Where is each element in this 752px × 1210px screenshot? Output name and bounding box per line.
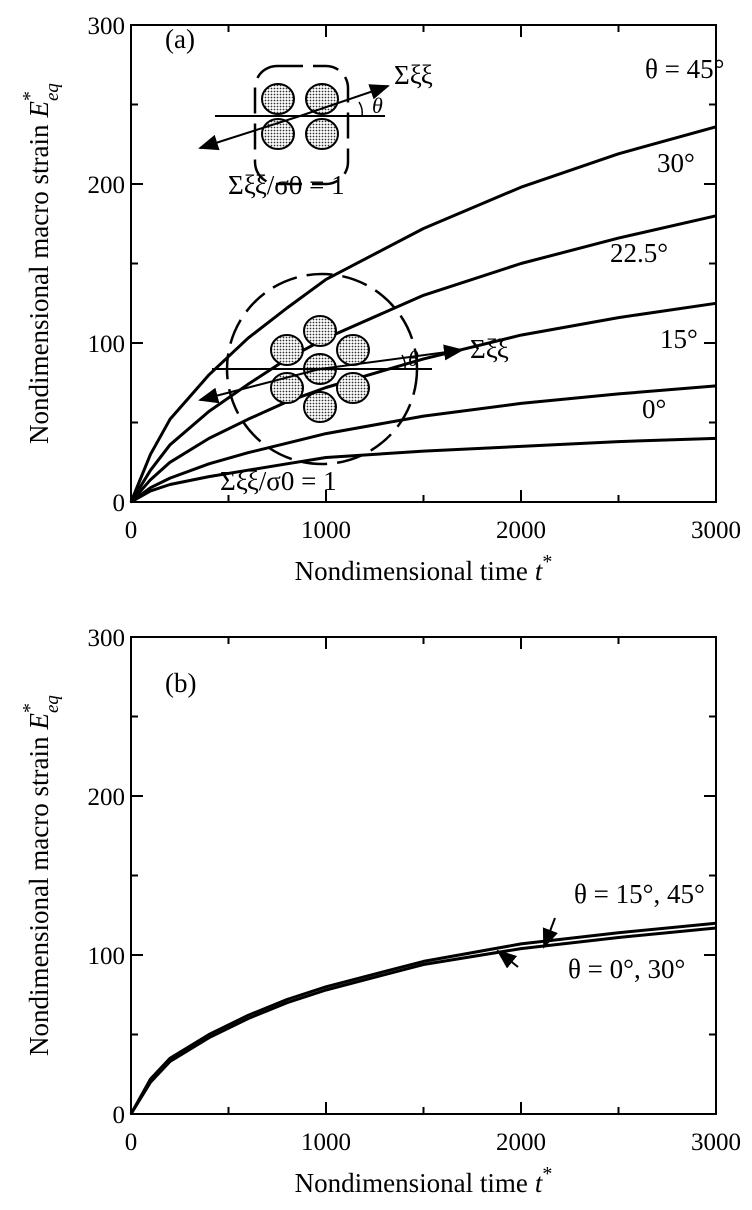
y-axis-label-symbol: E [24,101,54,119]
inset-arrow [319,344,464,370]
inset-stress: Σξξ [470,334,509,364]
y-axis-label-symbol: E [24,713,54,731]
inset-cell [253,64,350,186]
y-tick-label: 200 [88,172,126,199]
y-axis-label-text: Nondimensional macro strain [24,736,54,1056]
x-tick-label: 1000 [301,1129,351,1156]
inset-angle: θ [408,346,419,371]
curve [130,436,717,504]
panel-label: (b) [165,668,196,698]
inset-ratio: Σξξ/σ0 = 1 [220,466,337,496]
y-axis-label-sub: eq [42,83,63,101]
y-axis-label-text: Nondimensional macro strain [24,124,54,444]
y-tick-label: 300 [88,13,126,40]
x-tick-label: 2000 [496,517,546,544]
inset-arrow [299,84,390,117]
inset-ratio: Σξξ/σ0 = 1 [228,170,345,200]
curve [129,125,717,503]
x-axis-label: Nondimensional time t* [295,1163,553,1198]
curve [129,301,717,503]
curve-label: θ = 45° [645,54,724,84]
x-tick-label: 0 [125,1129,138,1156]
x-axis-label: Nondimensional time t* [295,551,553,586]
x-axis-label-sup: * [542,551,552,573]
y-axis-label: Nondimensional macro strain E*eq [19,695,63,1056]
curve-label: θ = 15°, 45° [574,879,705,909]
curve [129,926,717,1115]
curve-label: θ = 0°, 30° [568,954,685,984]
x-tick-label: 3000 [691,1129,741,1156]
x-axis-label-symbol: t [535,1168,544,1198]
y-axis-label-sub: eq [42,695,63,713]
fiber [303,315,337,347]
fiber [261,83,295,115]
fiber [303,391,337,423]
x-axis-label-symbol: t [535,556,544,586]
inset-angle-arc [358,101,363,117]
fiber [336,372,370,404]
label-arrow [542,917,558,949]
fiber [336,334,370,366]
plot-frame [130,636,717,1115]
curve-label: 0° [642,394,666,424]
inset-angle: θ [372,93,383,118]
inset-arrow [198,115,301,151]
inset-stress: Σξξ [394,60,433,90]
inset-angle-arc [401,354,406,370]
y-tick-label: 200 [88,784,126,811]
x-tick-label: 3000 [691,517,741,544]
x-axis-label-text: Nondimensional time [295,1168,528,1198]
y-tick-label: 0 [113,1102,126,1129]
curve-label: 30° [657,148,695,178]
y-axis-label: Nondimensional macro strain E*eq [19,83,63,444]
x-tick-label: 0 [125,517,138,544]
panel-label: (a) [165,24,195,54]
inset-arrow [198,368,321,404]
y-tick-label: 0 [113,490,126,517]
x-tick-label: 1000 [301,517,351,544]
x-tick-label: 2000 [496,1129,546,1156]
curve [129,921,717,1115]
label-arrow [496,949,519,969]
fiber [305,118,339,150]
x-axis-label-text: Nondimensional time [295,556,528,586]
fiber [270,334,304,366]
y-tick-label: 300 [88,625,126,652]
y-axis-label-sup: * [19,703,41,713]
curve-label: 22.5° [610,238,668,268]
y-tick-label: 100 [88,331,126,358]
y-tick-label: 100 [88,943,126,970]
curve-label: 15° [660,324,698,354]
x-axis-label-sup: * [542,1163,552,1185]
curve [130,384,717,504]
y-axis-label-sup: * [19,91,41,101]
